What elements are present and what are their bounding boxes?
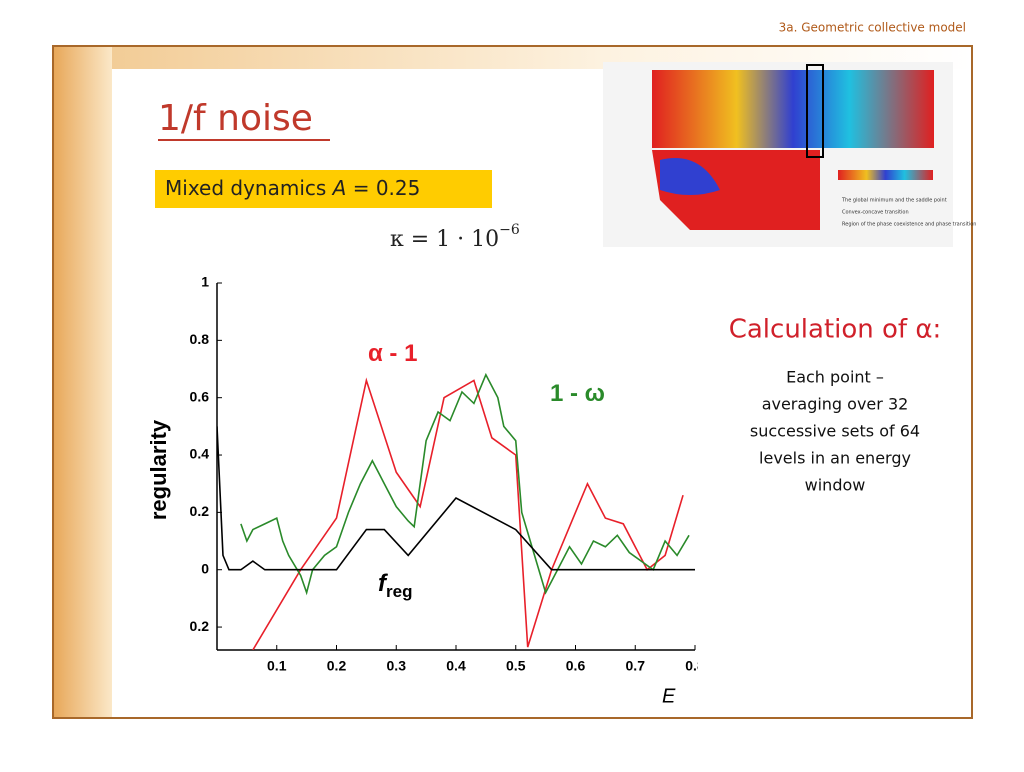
y-tick-label: 0 (201, 560, 209, 576)
subtitle-box (155, 170, 492, 208)
side-line: successive sets of 64 (750, 422, 920, 441)
left-band (54, 47, 112, 717)
x-tick-label: 0.4 (446, 658, 466, 674)
series-name: f (378, 570, 388, 597)
y-tick-label: 0.6 (190, 388, 210, 404)
y-tick-label: 0.8 (190, 331, 210, 347)
series-label: freg (378, 570, 412, 601)
series-name: α - 1 (368, 340, 417, 367)
side-line: Each point – (786, 368, 884, 387)
series-name-subscript: reg (386, 582, 412, 601)
y-tick-label: 1 (201, 274, 209, 290)
subtitle-text: Mixed dynamics (165, 176, 333, 200)
series-label: α - 1 (368, 340, 417, 367)
subtitle: Mixed dynamics A = 0.25 (165, 176, 420, 200)
subtitle-rest: = 0.25 (346, 176, 420, 200)
series-line (252, 377, 684, 650)
x-tick-label: 0.7 (626, 658, 646, 674)
formula-exponent: −6 (499, 222, 520, 238)
series-label: 1 - ω (550, 380, 605, 407)
inset-legend: The global minimum and the saddle point (841, 198, 947, 204)
x-tick-label: 0.5 (506, 658, 526, 674)
series-name: 1 - ω (550, 380, 605, 407)
side-text: Each point – averaging over 32 successive … (750, 368, 920, 495)
side-line: levels in an energy (759, 449, 911, 468)
y-tick-label: 0.2 (190, 503, 210, 519)
x-tick-label: 0.2 (327, 658, 347, 674)
x-tick-label: 0.8 (685, 658, 705, 674)
y-tick-label: 0.4 (190, 446, 210, 462)
side-line: averaging over 32 (762, 395, 909, 414)
series-line (240, 372, 690, 596)
inset-legend: Region of the phase coexistence and phas… (842, 222, 976, 228)
inset-legend: Convex-concave transition (842, 210, 909, 216)
section-header: 3a. Geometric collective model (779, 21, 966, 35)
x-tick-label: 0.6 (566, 658, 586, 674)
inset-image (603, 62, 953, 247)
subtitle-symbol: A (331, 176, 347, 200)
y-tick-label: 0.2 (190, 618, 210, 634)
slide-title: 1/f noise (158, 98, 313, 139)
chart: 0.2 0 0.2 0.4 0.6 0.8 1 0.1 0.2 0.3 0.4 0.5 0.6 0.7 0.… (146, 274, 705, 708)
x-tick-label: 0.3 (387, 658, 407, 674)
side-line: window (805, 476, 866, 495)
formula-base: κ = 1 · 10 (390, 227, 499, 252)
series-line (217, 426, 695, 571)
side-title: Calculation of α: (729, 315, 942, 345)
y-axis-label: regularity (146, 419, 171, 520)
formula: κ = 1 · 10−6 (390, 222, 520, 252)
x-axis-label: E (662, 685, 676, 707)
x-tick-label: 0.1 (267, 658, 287, 674)
